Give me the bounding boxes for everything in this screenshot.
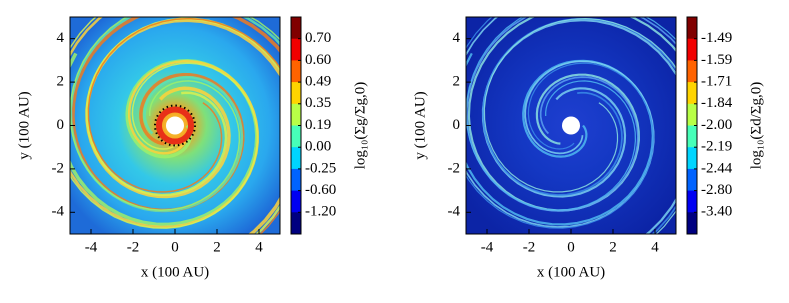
colorbar-band bbox=[291, 168, 301, 192]
spiral-arm bbox=[483, 17, 676, 234]
x-tick-label: 4 bbox=[255, 239, 263, 255]
colorbar-tick-label: 0.35 bbox=[305, 95, 331, 111]
colorbar-band bbox=[687, 147, 697, 170]
colorbar-band bbox=[291, 38, 301, 61]
colorbar-tick-label: -2.80 bbox=[701, 182, 732, 198]
hot-ring bbox=[156, 106, 194, 145]
colorbar-tick-label: -1.49 bbox=[701, 30, 732, 46]
inner-hole bbox=[562, 116, 580, 135]
colorbar-band bbox=[291, 82, 301, 105]
colorbar-tick-label: -0.60 bbox=[305, 182, 336, 198]
colorbar-band bbox=[687, 212, 697, 235]
dotted-orbit bbox=[154, 104, 196, 147]
x-axis-label: x (100 AU) bbox=[141, 264, 209, 280]
y-tick-label: 4 bbox=[57, 30, 65, 46]
colorbar-band bbox=[291, 147, 301, 170]
x-tick-label: -2 bbox=[523, 239, 536, 255]
colorbar-tick-label: -0.25 bbox=[305, 160, 336, 176]
y-tick-label: 4 bbox=[453, 30, 461, 46]
x-tick-label: 2 bbox=[213, 239, 221, 255]
y-axis-label: y (100 AU) bbox=[16, 91, 32, 159]
colorbar-tick-label: 0.60 bbox=[305, 52, 331, 68]
colorbar-tick-label: -2.44 bbox=[701, 160, 733, 176]
colorbar-tick-label: -2.19 bbox=[701, 139, 732, 155]
colorbar-band bbox=[687, 82, 697, 105]
colorbar-band bbox=[687, 38, 697, 61]
y-axis-label: y (100 AU) bbox=[412, 91, 428, 159]
colorbar-band bbox=[687, 60, 697, 83]
x-tick-label: 2 bbox=[609, 239, 617, 255]
spiral-arm bbox=[482, 17, 676, 234]
y-tick-label: -4 bbox=[52, 204, 65, 220]
y-tick-label: 0 bbox=[57, 117, 65, 133]
spiral-arm bbox=[70, 17, 280, 213]
spiral-arm bbox=[466, 17, 655, 228]
colorbar-band bbox=[291, 17, 301, 40]
spiral-arm bbox=[85, 17, 280, 234]
spiral-arm bbox=[70, 17, 259, 229]
heatmap bbox=[70, 17, 280, 234]
spiral-arm bbox=[466, 17, 676, 212]
colorbar-band bbox=[687, 168, 697, 192]
colorbar-tick-label: -1.84 bbox=[701, 95, 733, 111]
colorbar-tick-label: 0.00 bbox=[305, 139, 331, 155]
colorbar-band bbox=[687, 190, 697, 213]
colorbar-tick-label: -2.00 bbox=[701, 117, 732, 133]
colorbar-band bbox=[291, 103, 301, 126]
colorbar-tick-label: -1.59 bbox=[701, 52, 732, 68]
x-tick-label: 0 bbox=[171, 239, 179, 255]
colorbar-band bbox=[291, 212, 301, 235]
colorbar-band bbox=[291, 190, 301, 213]
x-tick-label: -4 bbox=[481, 239, 494, 255]
colorbar-tick-label: 0.19 bbox=[305, 117, 331, 133]
y-tick-label: 2 bbox=[57, 74, 65, 90]
colorbar-band bbox=[687, 125, 697, 148]
colorbar-tick-label: -3.40 bbox=[701, 204, 732, 220]
colorbar-band bbox=[291, 60, 301, 83]
spiral-arm bbox=[70, 17, 259, 229]
colorbar-band bbox=[687, 103, 697, 126]
y-tick-label: -2 bbox=[448, 160, 461, 176]
colorbar-tick-label: -1.71 bbox=[701, 74, 732, 90]
colorbar-band bbox=[291, 125, 301, 148]
colorbar-label: log₁₀(Σd/Σg,0) bbox=[748, 82, 764, 170]
x-tick-label: -4 bbox=[85, 239, 98, 255]
y-tick-label: 0 bbox=[453, 117, 461, 133]
colorbar-band bbox=[687, 17, 697, 40]
inner-hole bbox=[166, 116, 184, 135]
colorbar-tick-label: 0.49 bbox=[305, 74, 331, 90]
colorbar-tick-label: 0.70 bbox=[305, 30, 331, 46]
y-tick-label: -2 bbox=[52, 160, 65, 176]
y-tick-label: 2 bbox=[453, 74, 461, 90]
x-tick-label: -2 bbox=[127, 239, 140, 255]
y-tick-label: -4 bbox=[448, 204, 461, 220]
x-tick-label: 0 bbox=[567, 239, 575, 255]
x-axis-label: x (100 AU) bbox=[537, 264, 605, 280]
colorbar-tick-label: -1.20 bbox=[305, 204, 336, 220]
x-tick-label: 4 bbox=[651, 239, 659, 255]
colorbar-label: log₁₀(Σg/Σg,0) bbox=[352, 82, 368, 170]
spiral-arm bbox=[466, 17, 655, 229]
heatmap bbox=[466, 17, 676, 234]
spiral-arm bbox=[87, 17, 280, 234]
